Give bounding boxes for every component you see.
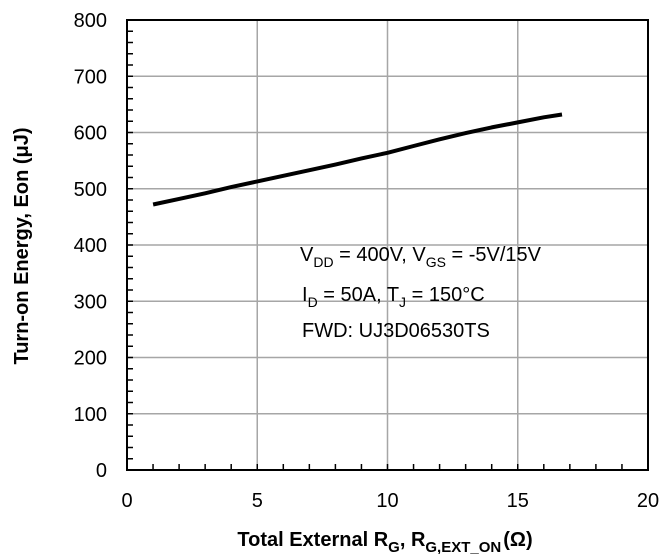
annotation-line-3: FWD: UJ3D06530TS — [302, 320, 490, 342]
y-tick-label-7: 700 — [74, 66, 107, 88]
x-tick-label-1: 5 — [252, 490, 263, 512]
y-tick-label-6: 600 — [74, 123, 107, 145]
x-axis-title: Total External RG, RG,EXT_ON (Ω) — [237, 529, 532, 554]
y-tick-label-5: 500 — [74, 179, 107, 201]
x-tick-label-3: 15 — [507, 490, 529, 512]
x-tick-label-4: 20 — [637, 490, 659, 512]
x-tick-labels: 0 5 10 15 20 — [121, 490, 659, 512]
y-axis-title: Turn-on Energy, Eon (μJ) — [11, 127, 33, 364]
y-tick-label-0: 0 — [96, 460, 107, 482]
annotation-line-1: VDD = 400V, VGS = -5V/15V — [300, 244, 542, 270]
x-tick-label-2: 10 — [376, 490, 398, 512]
y-tick-label-1: 100 — [74, 404, 107, 426]
y-tick-label-4: 400 — [74, 235, 107, 257]
annotation-line-2: ID = 50A, TJ = 150°C — [302, 284, 485, 310]
x-tick-label-0: 0 — [121, 490, 132, 512]
series-line — [152, 112, 563, 207]
y-tick-labels: 0 100 200 300 400 500 600 700 800 — [74, 10, 107, 482]
y-tick-label-8: 800 — [74, 10, 107, 32]
minor-ticks — [126, 19, 649, 471]
y-tick-label-3: 300 — [74, 291, 107, 313]
y-tick-label-2: 200 — [74, 348, 107, 370]
